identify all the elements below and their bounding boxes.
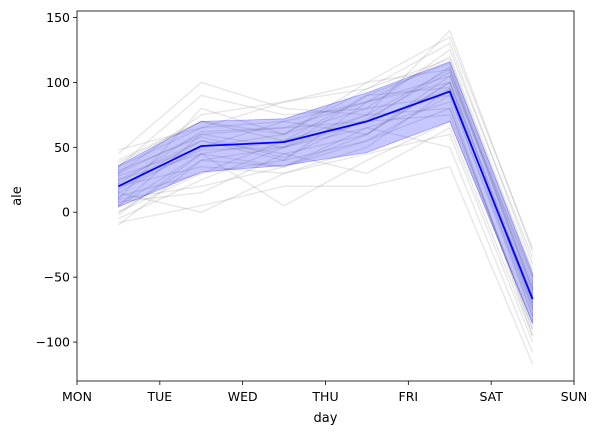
x-tick-label-fri: FRI xyxy=(399,389,419,404)
sample-line-26 xyxy=(118,58,534,278)
y-tick-label--50: −50 xyxy=(44,270,70,285)
sample-line-4 xyxy=(118,94,534,310)
y-axis: −100 −50 0 50 100 150 xyxy=(36,10,77,350)
sample-line-2 xyxy=(117,81,534,317)
sample-line-30 xyxy=(118,70,534,293)
y-tick-label-100: 100 xyxy=(46,75,70,90)
x-axis: MON TUE WED THU FRI SAT SUN xyxy=(62,381,587,404)
sample-lines xyxy=(117,29,534,365)
sample-line-19 xyxy=(117,48,534,258)
sample-line-7 xyxy=(118,100,534,336)
y-tick-label-50: 50 xyxy=(54,140,70,155)
x-tick-label-sun: SUN xyxy=(561,389,587,404)
sample-line-9 xyxy=(118,114,534,323)
sample-line-15 xyxy=(117,42,534,265)
sample-line-13 xyxy=(117,55,534,271)
x-tick-label-thu: THU xyxy=(311,389,338,404)
mean-line xyxy=(118,90,534,300)
sample-line-25 xyxy=(118,126,534,336)
sample-line-6 xyxy=(118,74,534,278)
y-axis-label: ale xyxy=(10,186,25,206)
y-tick-label--100: −100 xyxy=(36,335,70,350)
x-axis-label: day xyxy=(314,411,338,426)
x-tick-label-mon: MON xyxy=(62,389,92,404)
confidence-band xyxy=(118,61,533,325)
sample-line-17 xyxy=(118,120,534,323)
x-tick-label-tue: TUE xyxy=(146,389,172,404)
sample-line-27 xyxy=(117,94,534,317)
sample-line-10 xyxy=(118,61,534,284)
sample-line-23 xyxy=(118,107,534,330)
sample-line-5 xyxy=(118,107,534,330)
sample-line-18 xyxy=(117,68,534,291)
x-tick-label-sat: SAT xyxy=(479,389,503,404)
sample-line-8 xyxy=(118,81,534,297)
sample-line-14 xyxy=(118,165,534,365)
x-tick-label-wed: WED xyxy=(228,389,258,404)
sample-line-28 xyxy=(118,65,534,288)
y-tick-label-0: 0 xyxy=(62,205,70,220)
sample-line-22 xyxy=(118,35,534,249)
y-tick-label-150: 150 xyxy=(46,10,70,25)
sample-line-16 xyxy=(118,133,534,343)
sample-line-12 xyxy=(117,29,534,252)
sample-line-20 xyxy=(118,127,534,353)
